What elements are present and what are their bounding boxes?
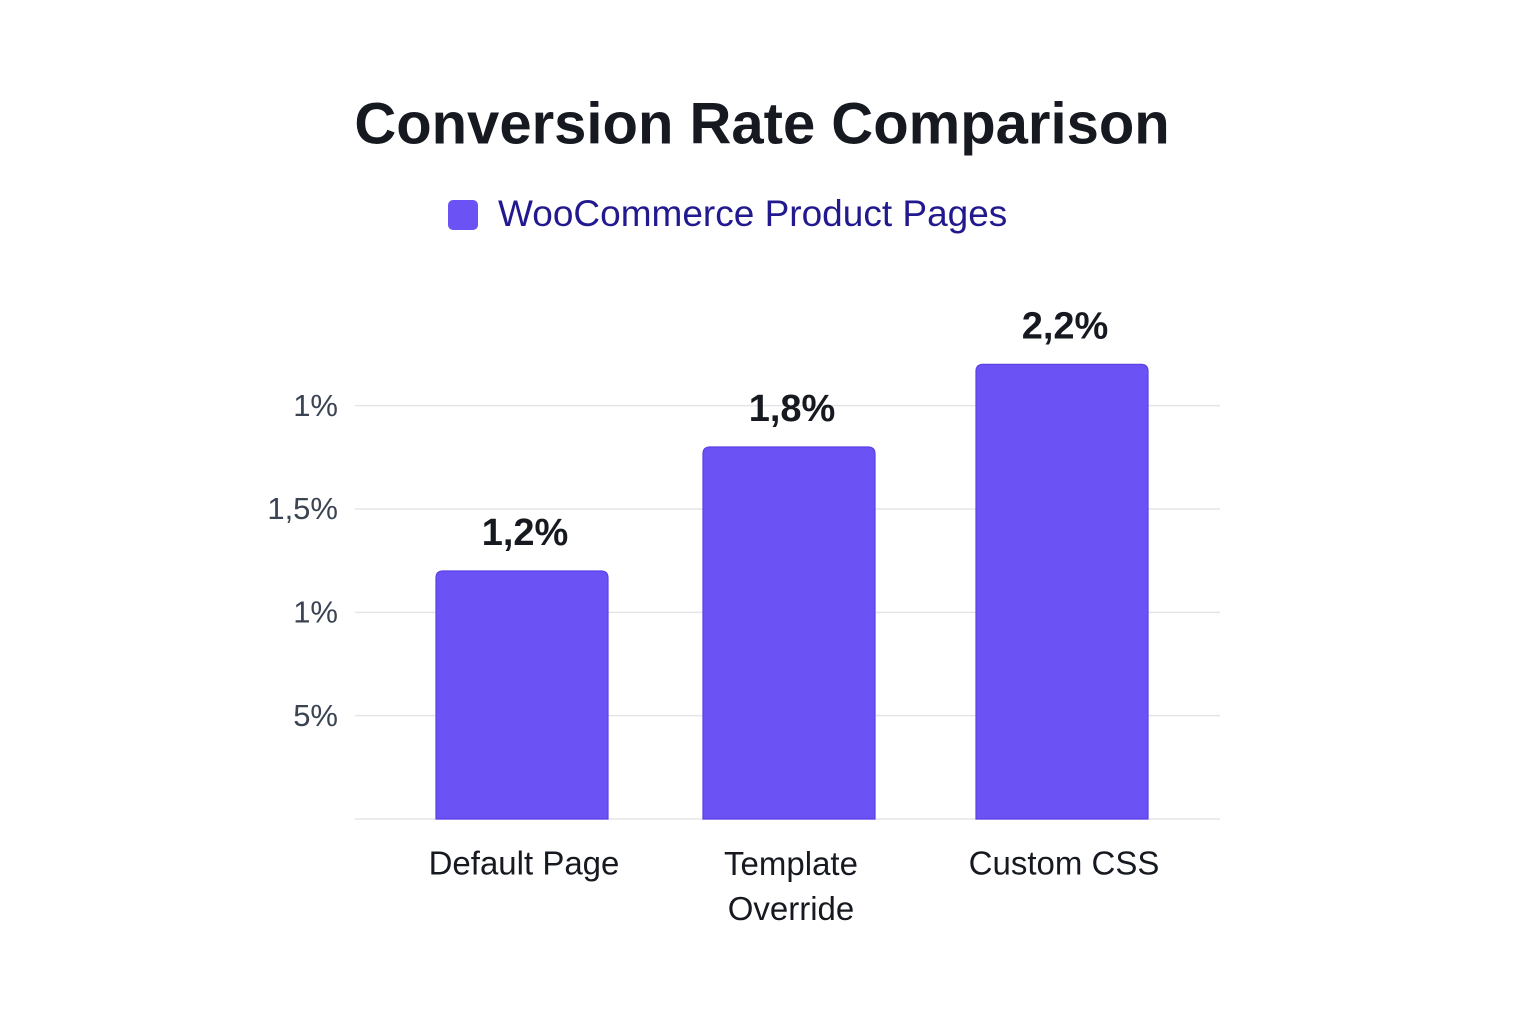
x-tick-label: Default Page	[429, 845, 620, 882]
bar	[435, 570, 609, 820]
value-label: 1,8%	[749, 388, 836, 430]
y-tick-label: 1%	[293, 595, 338, 630]
value-label: 2,2%	[1022, 305, 1109, 347]
y-tick-label: 5%	[293, 698, 338, 733]
y-tick-label: 1%	[293, 388, 338, 423]
bar	[702, 446, 876, 820]
legend-swatch	[448, 200, 478, 230]
x-tick-label: Custom CSS	[969, 845, 1160, 882]
bar	[975, 363, 1149, 820]
y-tick-label: 1,5%	[267, 491, 338, 526]
x-tick-label: Template Override	[724, 845, 858, 927]
value-label: 1,2%	[482, 512, 569, 554]
chart-title: Conversion Rate Comparison	[354, 91, 1169, 156]
legend-label: WooCommerce Product Pages	[498, 193, 1007, 234]
